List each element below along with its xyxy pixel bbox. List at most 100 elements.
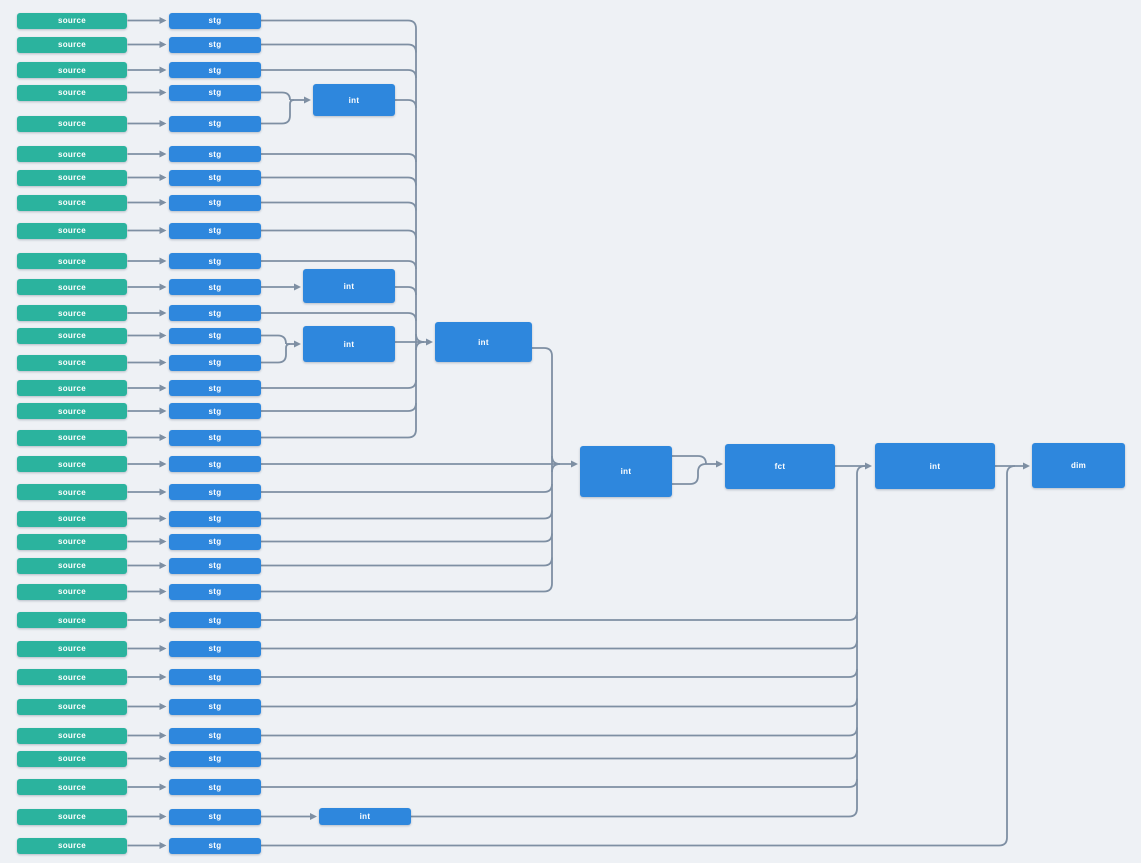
source-node[interactable]: source	[17, 557, 127, 574]
stg-node[interactable]: stg	[169, 403, 261, 419]
stg-node[interactable]: stg	[169, 305, 261, 321]
source-node[interactable]: source	[17, 456, 127, 472]
source-node[interactable]: source	[17, 837, 127, 854]
brace-edge	[261, 334, 287, 345]
source-node[interactable]: source	[17, 253, 127, 269]
source-node[interactable]: source	[17, 279, 127, 295]
int-node[interactable]: int	[303, 269, 395, 303]
trunk-feeder-edge	[261, 153, 417, 163]
stg-node[interactable]: stg	[169, 456, 261, 472]
trunk-exit-curve	[415, 333, 425, 343]
stg-node[interactable]: stg	[169, 484, 261, 500]
arrowhead-icon	[159, 66, 167, 74]
stg-node[interactable]: stg	[169, 146, 261, 162]
stg-node[interactable]: stg	[169, 253, 261, 269]
arrowhead-icon	[159, 813, 167, 820]
int-node[interactable]: int	[875, 443, 995, 489]
stg-node[interactable]: stg	[169, 727, 261, 744]
arrowhead-icon	[159, 703, 167, 710]
arrowhead-icon	[865, 462, 872, 470]
source-node[interactable]: source	[17, 62, 127, 78]
arrowhead-icon	[294, 283, 301, 291]
source-node[interactable]: source	[17, 36, 127, 53]
stg-node[interactable]: stg	[169, 808, 261, 825]
stg-node[interactable]: stg	[169, 327, 261, 344]
source-node[interactable]: source	[17, 169, 127, 186]
fct-node[interactable]: fct	[725, 444, 835, 489]
arrowhead-icon	[159, 384, 167, 392]
source-node[interactable]: source	[17, 750, 127, 767]
stg-node[interactable]: stg	[169, 779, 261, 795]
stg-node[interactable]: stg	[169, 279, 261, 295]
source-node[interactable]: source	[17, 612, 127, 628]
source-node[interactable]: source	[17, 115, 127, 132]
stg-node[interactable]: stg	[169, 62, 261, 78]
stg-node[interactable]: stg	[169, 84, 261, 101]
stg-node[interactable]: stg	[169, 837, 261, 854]
source-node[interactable]: source	[17, 484, 127, 500]
stg-node[interactable]: stg	[169, 169, 261, 186]
stg-node[interactable]: stg	[169, 698, 261, 715]
stg-node[interactable]: stg	[169, 115, 261, 132]
source-node[interactable]: source	[17, 640, 127, 657]
arrowhead-icon	[159, 227, 167, 234]
source-node[interactable]: source	[17, 510, 127, 527]
trunk-feeder-edge	[261, 510, 553, 520]
source-node[interactable]: source	[17, 194, 127, 211]
stg-node[interactable]: stg	[169, 583, 261, 600]
trunk-feeder-edge	[261, 750, 858, 760]
source-node[interactable]: source	[17, 354, 127, 371]
source-node[interactable]: source	[17, 380, 127, 396]
trunk-feeder-edge	[532, 347, 553, 357]
trunk-line	[856, 465, 866, 809]
source-node[interactable]: source	[17, 669, 127, 685]
stg-node[interactable]: stg	[169, 640, 261, 657]
stg-node[interactable]: stg	[169, 354, 261, 371]
source-node[interactable]: source	[17, 779, 127, 795]
source-node[interactable]: source	[17, 808, 127, 825]
stg-node[interactable]: stg	[169, 510, 261, 527]
stg-node[interactable]: stg	[169, 12, 261, 29]
source-node[interactable]: source	[17, 429, 127, 446]
trunk-feeder-edge	[395, 286, 417, 296]
int-node[interactable]: int	[435, 322, 532, 362]
arrowhead-icon	[159, 515, 167, 522]
arrowhead-icon	[159, 588, 167, 595]
source-node[interactable]: source	[17, 222, 127, 239]
arrowhead-icon	[159, 89, 167, 96]
source-node[interactable]: source	[17, 533, 127, 550]
stg-node[interactable]: stg	[169, 222, 261, 239]
dim-node[interactable]: dim	[1032, 443, 1125, 488]
stg-node[interactable]: stg	[169, 750, 261, 767]
brace-edge	[261, 343, 291, 364]
int-node[interactable]: int	[303, 326, 395, 362]
arrowhead-icon	[716, 460, 723, 468]
source-node[interactable]: source	[17, 327, 127, 344]
trunk-feeder-edge	[261, 611, 858, 621]
source-node[interactable]: source	[17, 146, 127, 162]
int-node[interactable]: int	[313, 84, 395, 116]
stg-node[interactable]: stg	[169, 380, 261, 396]
source-node[interactable]: source	[17, 84, 127, 101]
stg-node[interactable]: stg	[169, 429, 261, 446]
int-node[interactable]: int	[319, 808, 411, 825]
stg-node[interactable]: stg	[169, 36, 261, 53]
source-node[interactable]: source	[17, 305, 127, 321]
trunk-feeder-edge	[261, 429, 417, 439]
source-node[interactable]: source	[17, 698, 127, 715]
arrowhead-icon	[159, 538, 167, 545]
source-node[interactable]: source	[17, 12, 127, 29]
stg-node[interactable]: stg	[169, 194, 261, 211]
stg-node[interactable]: stg	[169, 557, 261, 574]
stg-node[interactable]: stg	[169, 612, 261, 628]
trunk-exit-curve	[551, 455, 561, 465]
arrowhead-icon	[571, 460, 578, 468]
stg-node[interactable]: stg	[169, 669, 261, 685]
int-node[interactable]: int	[580, 446, 672, 497]
stg-node[interactable]: stg	[169, 533, 261, 550]
source-node[interactable]: source	[17, 403, 127, 419]
trunk-feeder-edge	[261, 260, 417, 270]
source-node[interactable]: source	[17, 583, 127, 600]
source-node[interactable]: source	[17, 727, 127, 744]
